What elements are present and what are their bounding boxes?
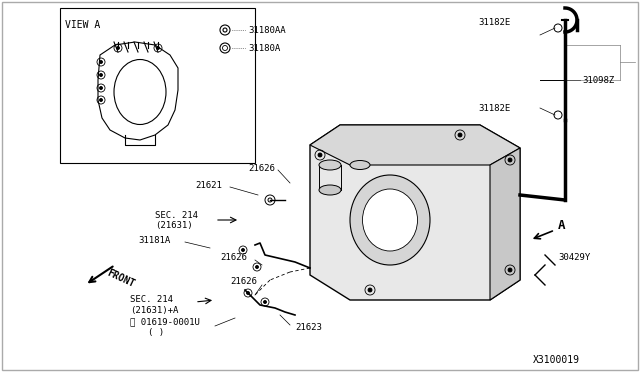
Ellipse shape — [319, 160, 341, 170]
Text: SEC. 214: SEC. 214 — [130, 295, 173, 305]
Text: X3100019: X3100019 — [533, 355, 580, 365]
Ellipse shape — [114, 60, 166, 125]
Circle shape — [241, 248, 244, 251]
Circle shape — [368, 288, 372, 292]
PathPatch shape — [490, 148, 520, 300]
Text: 31098Z: 31098Z — [582, 76, 614, 84]
Text: FRONT: FRONT — [105, 267, 136, 289]
Text: 31182E: 31182E — [478, 103, 510, 112]
Text: 31180AA: 31180AA — [248, 26, 285, 35]
Ellipse shape — [319, 185, 341, 195]
Text: 30429Y: 30429Y — [558, 253, 590, 263]
Text: 21621: 21621 — [195, 180, 222, 189]
Text: SEC. 214: SEC. 214 — [155, 211, 198, 219]
Bar — [60, 8, 255, 163]
Ellipse shape — [362, 189, 417, 251]
Text: Ⓑ 01619-0001U: Ⓑ 01619-0001U — [130, 317, 200, 327]
Text: 21626: 21626 — [230, 278, 257, 286]
Text: ( ): ( ) — [148, 328, 164, 337]
Circle shape — [508, 268, 512, 272]
Circle shape — [508, 158, 512, 162]
Ellipse shape — [350, 160, 370, 170]
Circle shape — [99, 61, 102, 64]
Text: (21631): (21631) — [155, 221, 193, 230]
Circle shape — [157, 46, 159, 49]
Text: 31180A: 31180A — [248, 44, 280, 52]
Text: 31181A: 31181A — [138, 235, 170, 244]
Text: 21626: 21626 — [248, 164, 275, 173]
Circle shape — [264, 301, 266, 304]
Circle shape — [99, 99, 102, 102]
Text: VIEW A: VIEW A — [65, 20, 100, 30]
PathPatch shape — [98, 42, 178, 140]
Text: 31182E: 31182E — [478, 17, 510, 26]
PathPatch shape — [310, 125, 520, 300]
Circle shape — [458, 133, 462, 137]
Circle shape — [116, 46, 120, 49]
Text: A: A — [558, 218, 566, 231]
Circle shape — [255, 266, 259, 269]
Circle shape — [246, 292, 250, 295]
Text: 21626: 21626 — [220, 253, 247, 263]
Text: (21631)+A: (21631)+A — [130, 305, 179, 314]
Circle shape — [318, 153, 322, 157]
Circle shape — [99, 87, 102, 90]
Ellipse shape — [350, 175, 430, 265]
PathPatch shape — [310, 125, 520, 165]
Circle shape — [99, 74, 102, 77]
Text: 21623: 21623 — [295, 324, 322, 333]
